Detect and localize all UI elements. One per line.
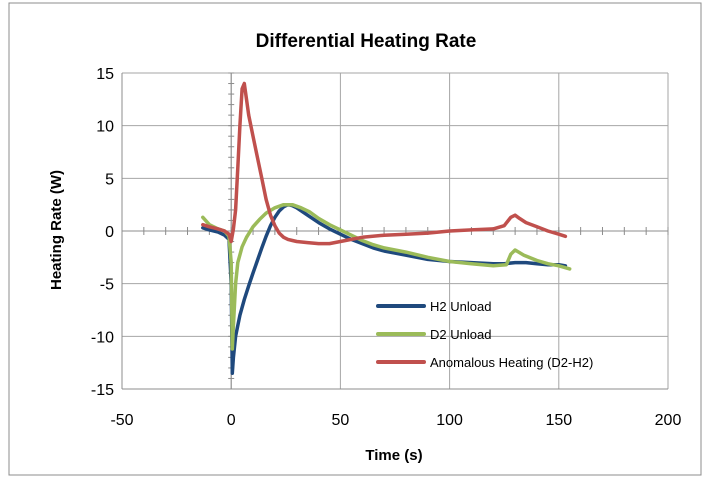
x-tick-label: 200 [655, 412, 682, 429]
y-tick-label: -15 [91, 382, 114, 399]
legend: H2 Unload D2 Unload Anomalous Heating (D2-… [376, 299, 593, 370]
y-axis-title: Heating Rate (W) [48, 170, 65, 290]
y-tick-label: 10 [96, 119, 114, 136]
y-tick-label: 5 [105, 171, 114, 188]
x-tick-label: 50 [332, 412, 350, 429]
legend-label: H2 Unload [430, 299, 491, 314]
x-axis-title: Time (s) [365, 447, 422, 464]
chart-title: Differential Heating Rate [256, 31, 477, 52]
x-tick-label: 100 [436, 412, 463, 429]
y-tick-label: -5 [100, 277, 114, 294]
legend-label: Anomalous Heating (D2-H2) [430, 355, 593, 370]
y-tick-label: 0 [105, 224, 114, 241]
y-tick-label: 15 [96, 66, 114, 83]
x-tick-label: 150 [545, 412, 572, 429]
x-tick-label: 0 [227, 412, 236, 429]
y-tick-label: -10 [91, 329, 114, 346]
series-line-2 [201, 202, 572, 351]
x-tick-label: -50 [110, 412, 133, 429]
series-line-3 [201, 81, 568, 246]
legend-label: D2 Unload [430, 327, 491, 342]
series-lines [201, 81, 572, 375]
